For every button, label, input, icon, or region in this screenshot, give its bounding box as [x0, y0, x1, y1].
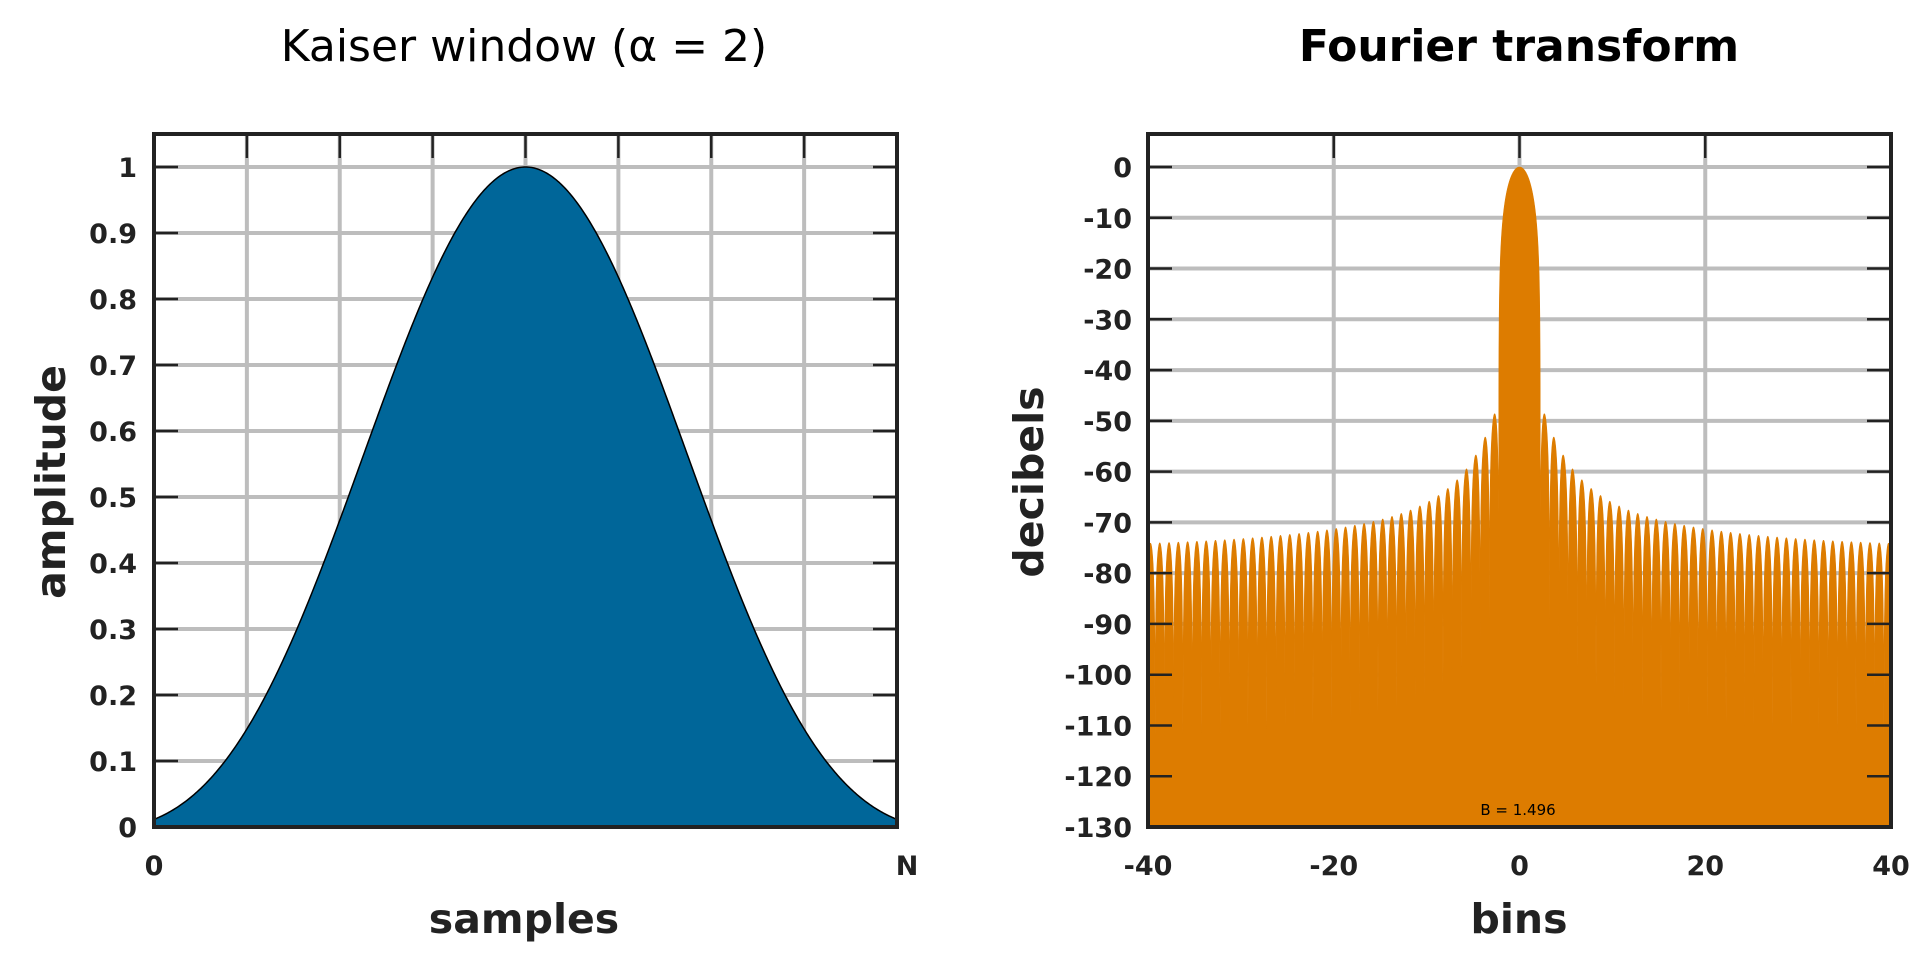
left-y-tick-label: 0.4: [89, 549, 137, 580]
fourier-transform-chart: Fourier transform 0 -10 -20 -30 -40 -50 -60 -70…: [1005, 21, 1910, 943]
left-y-tick-label: 0.3: [89, 615, 137, 646]
right-y-tick-label: -80: [1083, 559, 1132, 590]
left-y-tick-label: 0.7: [89, 351, 137, 382]
right-y-tick-label: -110: [1064, 711, 1132, 742]
left-x-axis-label: samples: [429, 895, 619, 943]
left-y-tick-label: 0.8: [89, 285, 137, 316]
spectrum-area: [1147, 166, 1892, 828]
left-y-tick-label: 0.1: [89, 747, 137, 778]
window-curve-area: [153, 166, 898, 828]
right-y-axis-label: decibels: [1005, 386, 1053, 577]
left-y-tick-label: 0.5: [89, 483, 137, 514]
right-y-tick-label: -20: [1083, 255, 1132, 286]
right-x-tick-label: 40: [1872, 851, 1910, 882]
right-x-tick-labels: -40 -20 0 20 40: [1124, 851, 1910, 882]
kaiser-window-chart: Kaiser window (α = 2) 0 0.1 0.2 0.3 0.4 0.5 0.…: [27, 21, 918, 943]
right-y-tick-label: -60: [1083, 458, 1132, 489]
right-x-tick-label: -40: [1124, 851, 1173, 882]
left-y-axis-label: amplitude: [27, 365, 75, 599]
right-chart-title: Fourier transform: [1299, 21, 1739, 72]
right-tick-marks: [1148, 134, 1891, 778]
left-y-tick-label: 0.2: [89, 681, 137, 712]
right-y-tick-label: 0: [1113, 153, 1132, 184]
left-y-tick-labels: 0 0.1 0.2 0.3 0.4 0.5 0.6 0.7 0.8 0.9 1: [89, 153, 137, 844]
right-x-tick-label: 0: [1510, 851, 1529, 882]
beta-annotation: B = 1.496: [1480, 801, 1555, 819]
right-y-tick-label: -130: [1064, 813, 1132, 844]
left-y-tick-label: 1: [118, 153, 137, 184]
right-y-tick-label: -90: [1083, 610, 1132, 641]
left-x-tick-label: 0: [145, 851, 164, 882]
left-y-tick-label: 0.9: [89, 219, 137, 250]
left-y-tick-label: 0.6: [89, 417, 137, 448]
left-tick-marks: [154, 134, 897, 763]
right-y-tick-label: -40: [1083, 356, 1132, 387]
right-y-tick-label: -50: [1083, 407, 1132, 438]
right-y-tick-label: -120: [1064, 762, 1132, 793]
right-x-tick-label: 20: [1686, 851, 1724, 882]
right-y-tick-labels: 0 -10 -20 -30 -40 -50 -60 -70 -80 -90 -100 -110 -120…: [1064, 153, 1132, 844]
right-y-tick-label: -70: [1083, 508, 1132, 539]
right-x-axis-label: bins: [1471, 895, 1568, 943]
left-y-tick-label: 0: [118, 813, 137, 844]
right-x-tick-label: -20: [1309, 851, 1358, 882]
right-y-tick-label: -30: [1083, 305, 1132, 336]
right-y-tick-label: -10: [1083, 204, 1132, 235]
left-x-tick-label: N: [896, 851, 919, 882]
right-y-tick-label: -100: [1064, 661, 1132, 692]
left-chart-title: Kaiser window (α = 2): [281, 21, 767, 72]
